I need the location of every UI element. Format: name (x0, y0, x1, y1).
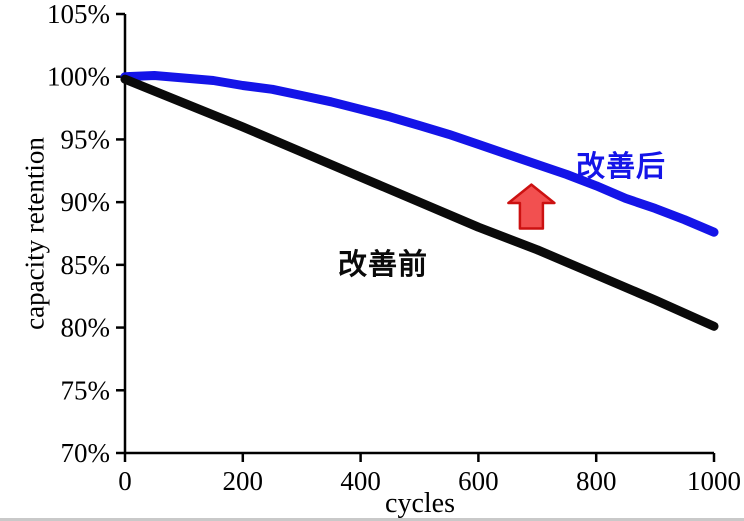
x-tick-label: 1000 (687, 466, 741, 496)
y-tick-label: 95% (61, 124, 111, 154)
y-tick-label: 85% (61, 250, 111, 280)
y-tick-label: 90% (61, 187, 111, 217)
x-tick-label: 600 (458, 466, 499, 496)
y-tick-label: 70% (61, 438, 111, 468)
y-tick-label: 100% (47, 62, 110, 92)
series-line-after-improvement (120, 71, 719, 237)
x-tick-label: 800 (576, 466, 617, 496)
y-tick-label: 75% (61, 375, 111, 405)
y-tick-label: 80% (61, 313, 111, 343)
y-axis-title: capacity retention (19, 137, 50, 330)
x-tick-label: 400 (340, 466, 381, 496)
x-tick-label: 200 (223, 466, 264, 496)
x-tick-label: 0 (118, 466, 132, 496)
improvement-up-arrow-icon (507, 183, 556, 230)
series-label-before-improvement: 改善前 (338, 249, 429, 281)
x-axis-title: cycles (385, 488, 455, 519)
y-tick-label: 105% (47, 0, 110, 29)
series-label-after-improvement: 改善后 (576, 151, 667, 183)
series-line-before-improvement (120, 74, 719, 331)
